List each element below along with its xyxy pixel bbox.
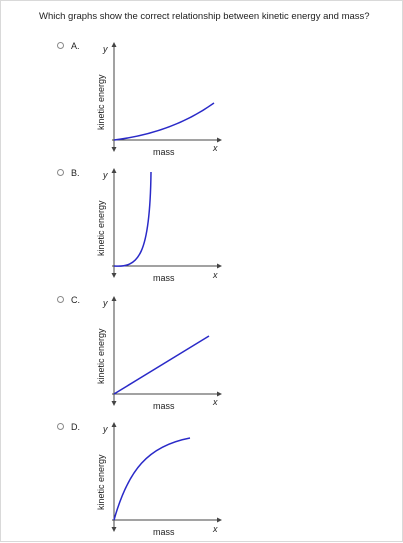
curve-line [113,335,210,395]
x-axis-arrow-right [217,263,222,269]
curve-line [113,102,215,141]
option-b-letter: B. [71,168,80,178]
option-a-letter: A. [71,41,80,51]
option-a[interactable]: A. y x mass kinetic energy [0,38,403,163]
option-c-radio[interactable] [57,296,64,303]
x-axis-title: mass [153,273,175,283]
option-a-graph: y x mass kinetic energy [96,42,222,157]
option-d-letter: D. [71,422,80,432]
y-axis-title: kinetic energy [96,454,106,510]
option-b[interactable]: B. y x mass kinetic energy [0,164,403,289]
option-d[interactable]: D. y x mass kinetic energy [0,418,403,543]
option-b-graph: y x mass kinetic energy [96,168,222,283]
option-c[interactable]: C. y x mass kinetic energy [0,292,403,417]
y-axis-title: kinetic energy [96,328,106,384]
y-axis-letter: y [102,424,108,434]
y-axis-arrow-up [111,296,117,301]
y-axis-title: kinetic energy [96,74,106,130]
option-d-graph: y x mass kinetic energy [96,422,222,537]
option-c-graph: y x mass kinetic energy [96,296,222,411]
x-axis-arrow-right [217,137,222,143]
y-axis-arrow-down [111,401,117,406]
y-axis-arrow-down [111,527,117,532]
y-axis-arrow-down [111,147,117,152]
x-axis-title: mass [153,147,175,157]
y-axis-letter: y [102,298,108,308]
y-axis-title: kinetic energy [96,200,106,256]
y-axis-arrow-up [111,422,117,427]
x-axis-letter: x [212,524,218,534]
option-b-radio[interactable] [57,169,64,176]
y-axis-arrow-up [111,42,117,47]
y-axis-arrow-up [111,168,117,173]
y-axis-letter: y [102,44,108,54]
y-axis-letter: y [102,170,108,180]
option-d-radio[interactable] [57,423,64,430]
x-axis-title: mass [153,527,175,537]
x-axis-letter: x [212,270,218,280]
curve-line [113,437,191,521]
x-axis-arrow-right [217,517,222,523]
x-axis-letter: x [212,397,218,407]
y-axis-arrow-down [111,273,117,278]
option-a-radio[interactable] [57,42,64,49]
option-c-letter: C. [71,295,80,305]
curve-line [113,171,152,267]
x-axis-letter: x [212,143,218,153]
x-axis-arrow-right [217,391,222,397]
x-axis-title: mass [153,401,175,411]
question-text: Which graphs show the correct relationsh… [39,11,370,22]
